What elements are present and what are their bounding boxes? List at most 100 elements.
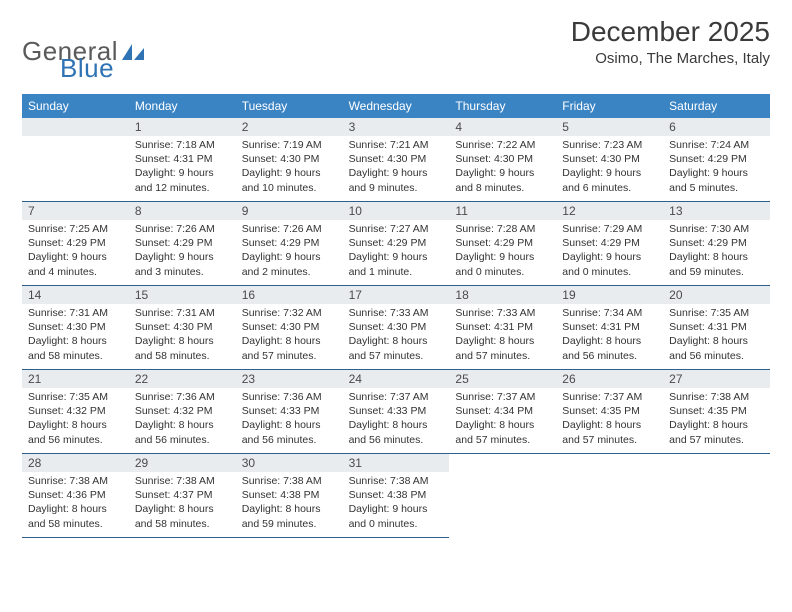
day-number: 18 bbox=[449, 286, 556, 304]
sunrise-line: Sunrise: 7:37 AM bbox=[349, 390, 444, 404]
sunrise-line: Sunrise: 7:26 AM bbox=[135, 222, 230, 236]
sunset-line: Sunset: 4:31 PM bbox=[455, 320, 550, 334]
title-block: December 2025 Osimo, The Marches, Italy bbox=[571, 16, 770, 67]
daylight-line: Daylight: 8 hours and 57 minutes. bbox=[455, 418, 550, 446]
daylight-line: Daylight: 8 hours and 59 minutes. bbox=[669, 250, 764, 278]
daylight-line: Daylight: 9 hours and 2 minutes. bbox=[242, 250, 337, 278]
sunrise-line: Sunrise: 7:21 AM bbox=[349, 138, 444, 152]
day-content: Sunrise: 7:26 AMSunset: 4:29 PMDaylight:… bbox=[236, 220, 343, 285]
sunrise-line: Sunrise: 7:32 AM bbox=[242, 306, 337, 320]
day-content: Sunrise: 7:37 AMSunset: 4:33 PMDaylight:… bbox=[343, 388, 450, 453]
sunset-line: Sunset: 4:31 PM bbox=[135, 152, 230, 166]
daylight-line: Daylight: 9 hours and 8 minutes. bbox=[455, 166, 550, 194]
day-cell: 28Sunrise: 7:38 AMSunset: 4:36 PMDayligh… bbox=[22, 454, 129, 538]
day-number: 29 bbox=[129, 454, 236, 472]
sunset-line: Sunset: 4:29 PM bbox=[242, 236, 337, 250]
day-cell: 29Sunrise: 7:38 AMSunset: 4:37 PMDayligh… bbox=[129, 454, 236, 538]
sunset-line: Sunset: 4:30 PM bbox=[242, 320, 337, 334]
sunset-line: Sunset: 4:30 PM bbox=[135, 320, 230, 334]
day-number: 16 bbox=[236, 286, 343, 304]
sunrise-line: Sunrise: 7:22 AM bbox=[455, 138, 550, 152]
weekday-header-cell: Sunday bbox=[22, 94, 129, 118]
day-content: Sunrise: 7:35 AMSunset: 4:32 PMDaylight:… bbox=[22, 388, 129, 453]
sunset-line: Sunset: 4:29 PM bbox=[349, 236, 444, 250]
sunset-line: Sunset: 4:32 PM bbox=[28, 404, 123, 418]
sunrise-line: Sunrise: 7:38 AM bbox=[669, 390, 764, 404]
day-number: 17 bbox=[343, 286, 450, 304]
day-cell-empty bbox=[22, 118, 129, 202]
daylight-line: Daylight: 8 hours and 59 minutes. bbox=[242, 502, 337, 530]
day-cell: 4Sunrise: 7:22 AMSunset: 4:30 PMDaylight… bbox=[449, 118, 556, 202]
day-content: Sunrise: 7:26 AMSunset: 4:29 PMDaylight:… bbox=[129, 220, 236, 285]
sunset-line: Sunset: 4:30 PM bbox=[28, 320, 123, 334]
sunrise-line: Sunrise: 7:29 AM bbox=[562, 222, 657, 236]
day-number: 9 bbox=[236, 202, 343, 220]
day-number: 26 bbox=[556, 370, 663, 388]
weekday-header-row: SundayMondayTuesdayWednesdayThursdayFrid… bbox=[22, 94, 770, 118]
day-cell: 16Sunrise: 7:32 AMSunset: 4:30 PMDayligh… bbox=[236, 286, 343, 370]
day-content: Sunrise: 7:38 AMSunset: 4:38 PMDaylight:… bbox=[343, 472, 450, 537]
sunset-line: Sunset: 4:33 PM bbox=[242, 404, 337, 418]
day-cell: 15Sunrise: 7:31 AMSunset: 4:30 PMDayligh… bbox=[129, 286, 236, 370]
sunset-line: Sunset: 4:29 PM bbox=[28, 236, 123, 250]
day-number: 8 bbox=[129, 202, 236, 220]
sunrise-line: Sunrise: 7:35 AM bbox=[28, 390, 123, 404]
day-cell: 30Sunrise: 7:38 AMSunset: 4:38 PMDayligh… bbox=[236, 454, 343, 538]
day-cell: 6Sunrise: 7:24 AMSunset: 4:29 PMDaylight… bbox=[663, 118, 770, 202]
daylight-line: Daylight: 8 hours and 58 minutes. bbox=[135, 502, 230, 530]
sunrise-line: Sunrise: 7:37 AM bbox=[455, 390, 550, 404]
sunset-line: Sunset: 4:30 PM bbox=[349, 320, 444, 334]
sunset-line: Sunset: 4:29 PM bbox=[669, 236, 764, 250]
day-content: Sunrise: 7:38 AMSunset: 4:37 PMDaylight:… bbox=[129, 472, 236, 537]
daylight-line: Daylight: 8 hours and 58 minutes. bbox=[28, 502, 123, 530]
sunrise-line: Sunrise: 7:30 AM bbox=[669, 222, 764, 236]
sunrise-line: Sunrise: 7:36 AM bbox=[242, 390, 337, 404]
day-cell: 14Sunrise: 7:31 AMSunset: 4:30 PMDayligh… bbox=[22, 286, 129, 370]
daylight-line: Daylight: 8 hours and 57 minutes. bbox=[349, 334, 444, 362]
day-content: Sunrise: 7:21 AMSunset: 4:30 PMDaylight:… bbox=[343, 136, 450, 201]
daylight-line: Daylight: 9 hours and 0 minutes. bbox=[349, 502, 444, 530]
daylight-line: Daylight: 9 hours and 0 minutes. bbox=[455, 250, 550, 278]
sunrise-line: Sunrise: 7:31 AM bbox=[28, 306, 123, 320]
logo-sail-icon bbox=[120, 42, 146, 62]
day-cell: 13Sunrise: 7:30 AMSunset: 4:29 PMDayligh… bbox=[663, 202, 770, 286]
day-content: Sunrise: 7:28 AMSunset: 4:29 PMDaylight:… bbox=[449, 220, 556, 285]
day-number: 15 bbox=[129, 286, 236, 304]
sunrise-line: Sunrise: 7:33 AM bbox=[349, 306, 444, 320]
weekday-header-cell: Tuesday bbox=[236, 94, 343, 118]
day-content: Sunrise: 7:33 AMSunset: 4:31 PMDaylight:… bbox=[449, 304, 556, 369]
month-title: December 2025 bbox=[571, 16, 770, 48]
day-cell-empty bbox=[663, 454, 770, 538]
day-cell: 18Sunrise: 7:33 AMSunset: 4:31 PMDayligh… bbox=[449, 286, 556, 370]
day-content: Sunrise: 7:33 AMSunset: 4:30 PMDaylight:… bbox=[343, 304, 450, 369]
day-content: Sunrise: 7:38 AMSunset: 4:35 PMDaylight:… bbox=[663, 388, 770, 453]
day-content: Sunrise: 7:36 AMSunset: 4:32 PMDaylight:… bbox=[129, 388, 236, 453]
day-cell: 1Sunrise: 7:18 AMSunset: 4:31 PMDaylight… bbox=[129, 118, 236, 202]
sunset-line: Sunset: 4:30 PM bbox=[455, 152, 550, 166]
day-content: Sunrise: 7:18 AMSunset: 4:31 PMDaylight:… bbox=[129, 136, 236, 201]
daylight-line: Daylight: 8 hours and 56 minutes. bbox=[669, 334, 764, 362]
day-cell: 19Sunrise: 7:34 AMSunset: 4:31 PMDayligh… bbox=[556, 286, 663, 370]
sunrise-line: Sunrise: 7:26 AM bbox=[242, 222, 337, 236]
day-cell-empty bbox=[449, 454, 556, 538]
day-content: Sunrise: 7:25 AMSunset: 4:29 PMDaylight:… bbox=[22, 220, 129, 285]
day-content: Sunrise: 7:38 AMSunset: 4:36 PMDaylight:… bbox=[22, 472, 129, 537]
day-content: Sunrise: 7:30 AMSunset: 4:29 PMDaylight:… bbox=[663, 220, 770, 285]
day-cell: 23Sunrise: 7:36 AMSunset: 4:33 PMDayligh… bbox=[236, 370, 343, 454]
sunrise-line: Sunrise: 7:38 AM bbox=[349, 474, 444, 488]
sunrise-line: Sunrise: 7:38 AM bbox=[135, 474, 230, 488]
day-content: Sunrise: 7:24 AMSunset: 4:29 PMDaylight:… bbox=[663, 136, 770, 201]
day-number: 24 bbox=[343, 370, 450, 388]
sunset-line: Sunset: 4:31 PM bbox=[562, 320, 657, 334]
weekday-header-cell: Monday bbox=[129, 94, 236, 118]
sunrise-line: Sunrise: 7:38 AM bbox=[28, 474, 123, 488]
sunrise-line: Sunrise: 7:25 AM bbox=[28, 222, 123, 236]
day-cell: 3Sunrise: 7:21 AMSunset: 4:30 PMDaylight… bbox=[343, 118, 450, 202]
day-content: Sunrise: 7:27 AMSunset: 4:29 PMDaylight:… bbox=[343, 220, 450, 285]
daylight-line: Daylight: 9 hours and 0 minutes. bbox=[562, 250, 657, 278]
calendar-grid: 1Sunrise: 7:18 AMSunset: 4:31 PMDaylight… bbox=[22, 118, 770, 538]
day-content: Sunrise: 7:35 AMSunset: 4:31 PMDaylight:… bbox=[663, 304, 770, 369]
weekday-header-cell: Friday bbox=[556, 94, 663, 118]
day-content: Sunrise: 7:19 AMSunset: 4:30 PMDaylight:… bbox=[236, 136, 343, 201]
sunrise-line: Sunrise: 7:31 AM bbox=[135, 306, 230, 320]
